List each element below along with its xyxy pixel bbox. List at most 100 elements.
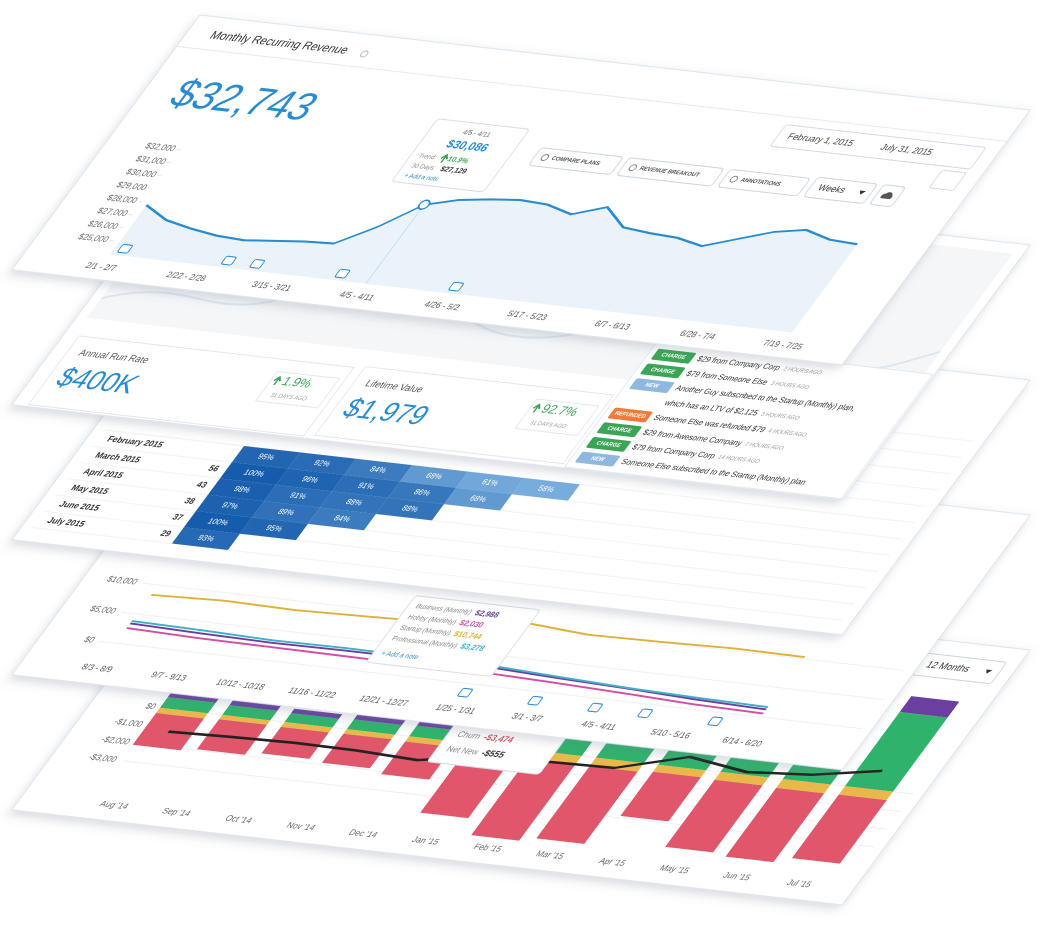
bar-segment — [353, 714, 406, 725]
arrow-up-icon — [532, 403, 541, 413]
heatmap-cell — [399, 465, 468, 488]
heatmap-cell-label: 96% — [300, 474, 322, 485]
feed-tag — [640, 363, 686, 379]
table-rule — [55, 494, 867, 589]
heatmap-cell — [307, 507, 376, 531]
bar-segment — [156, 707, 208, 719]
heatmap-cell — [443, 487, 512, 511]
y-tick-label: $32,000 — [143, 141, 178, 153]
bar-segment — [536, 766, 638, 844]
y-tick-label: $31,000 — [133, 154, 168, 166]
title-divider — [176, 45, 1008, 142]
tooltip-value: $30,086 — [443, 137, 492, 154]
x-tick-label: 2/1 - 2/7 — [83, 261, 119, 273]
add-note-link: + Add a note — [379, 649, 421, 661]
x-tick-label: 9/7 - 9/13 — [149, 670, 189, 683]
feed-time: 7 HOURS AGO — [743, 441, 786, 451]
heatmap-cell — [511, 478, 580, 501]
toolbar-button[interactable] — [528, 147, 623, 175]
x-tick-label: 8/3 - 8/9 — [79, 662, 115, 674]
x-tick-label: 4/5 - 4/11 — [337, 290, 377, 303]
feed-time: 2 HOURS AGO — [781, 366, 824, 376]
heatmap-cell-label: 98% — [232, 484, 254, 495]
feed-tag-label: CHARGE — [594, 440, 622, 449]
annotation-marker — [527, 695, 543, 706]
x-tick-label: 4/5 - 4/11 — [579, 719, 619, 732]
x-tick-label: Aug '14 — [98, 799, 131, 811]
y-tick-label: $25,000 — [76, 232, 111, 244]
heatmap-cell — [231, 445, 300, 469]
heatmap-cell-label: 68% — [424, 471, 446, 482]
add-note-link: + Add a note — [402, 173, 441, 183]
metric-card — [27, 335, 355, 437]
x-tick-label: 6/14 - 6/20 — [720, 735, 765, 748]
annotation-marker — [334, 268, 351, 279]
arrow-up-icon — [440, 153, 448, 163]
x-tick-label: 7/19 - 7/25 — [761, 338, 806, 351]
hover-point — [417, 199, 431, 210]
toolbar-button[interactable] — [717, 169, 810, 197]
bar-segment — [652, 764, 707, 778]
x-tick-label: Feb '15 — [471, 842, 504, 854]
heatmap-cell — [387, 481, 456, 505]
feed-tag — [651, 348, 696, 364]
feed-tag-label: CHARGE — [649, 367, 677, 376]
tooltip — [367, 595, 540, 677]
heatmap-cell — [263, 484, 332, 508]
button-icon — [628, 164, 638, 172]
heatmap-cell — [183, 511, 252, 534]
x-tick-label: Jun '15 — [721, 870, 753, 882]
heatmap-cell-label: 91% — [288, 490, 310, 501]
x-tick-label: 5/17 - 5/23 — [505, 309, 550, 322]
tooltip-value: $3,278 — [458, 641, 488, 652]
toolbar-button-label: COMPARE PLANS — [550, 155, 602, 167]
tooltip-label: 30 Days: — [409, 163, 437, 172]
feed-tag-label: CHARGE — [659, 352, 687, 361]
cohort-label: May 2015 — [69, 483, 111, 496]
tooltip-value: -$555 — [478, 748, 507, 760]
tooltip-period: 4/5 - 4/11 — [460, 128, 493, 139]
heatmap-cell-label: 100% — [206, 516, 232, 527]
cohort-label: July 2015 — [45, 516, 87, 529]
cohort-count: 38 — [182, 496, 197, 506]
feed-tag-label: NEW — [643, 382, 661, 390]
cohort-count: 37 — [170, 512, 185, 522]
heatmap-cell-label: 86% — [412, 487, 434, 498]
y-tick-label: $30,000 — [124, 167, 159, 179]
arrow-up-icon — [273, 375, 281, 385]
tooltip-value: $2,988 — [473, 608, 503, 619]
x-tick-label: Oct '14 — [223, 813, 255, 825]
tooltip — [392, 118, 529, 193]
bar-segment — [222, 705, 278, 721]
y-tick-label: $5,000 — [88, 604, 119, 616]
tooltip-label: Churn — [455, 729, 483, 740]
cohort-label: June 2015 — [57, 499, 102, 512]
x-tick-label: 3/15 - 3/21 — [249, 280, 294, 293]
heatmap-cell — [331, 475, 400, 498]
feed-tag — [575, 451, 620, 467]
bar-segment — [219, 714, 271, 725]
toolbar-button[interactable] — [616, 157, 724, 187]
annotation-marker — [221, 255, 237, 266]
date-range — [770, 124, 986, 170]
heatmap-cell-label: 97% — [220, 500, 242, 511]
tooltip-label: Trend: — [417, 153, 439, 161]
heatmap-cell — [195, 494, 264, 518]
feed-time: 3 HOURS AGO — [769, 380, 812, 390]
dropdown-caret — [986, 669, 993, 674]
heatmap-cell-label: 93% — [196, 533, 218, 544]
heatmap-cell — [319, 491, 388, 514]
hover-line — [365, 204, 425, 284]
heatmap-cell-label: 68% — [468, 493, 490, 504]
calendar-button — [929, 169, 966, 191]
interval-dropdown[interactable] — [803, 176, 877, 204]
feed-tag-label: CHARGE — [605, 425, 633, 434]
annotation-marker — [117, 243, 133, 254]
feed-tag — [597, 422, 642, 438]
feed-tag — [586, 437, 631, 452]
heatmap-cell-label: 88% — [400, 503, 422, 514]
feed-time: 3 HOURS AGO — [759, 411, 802, 421]
y-tick-label: -$1,000 — [112, 717, 146, 729]
heatmap-cell-label: 91% — [356, 480, 378, 491]
